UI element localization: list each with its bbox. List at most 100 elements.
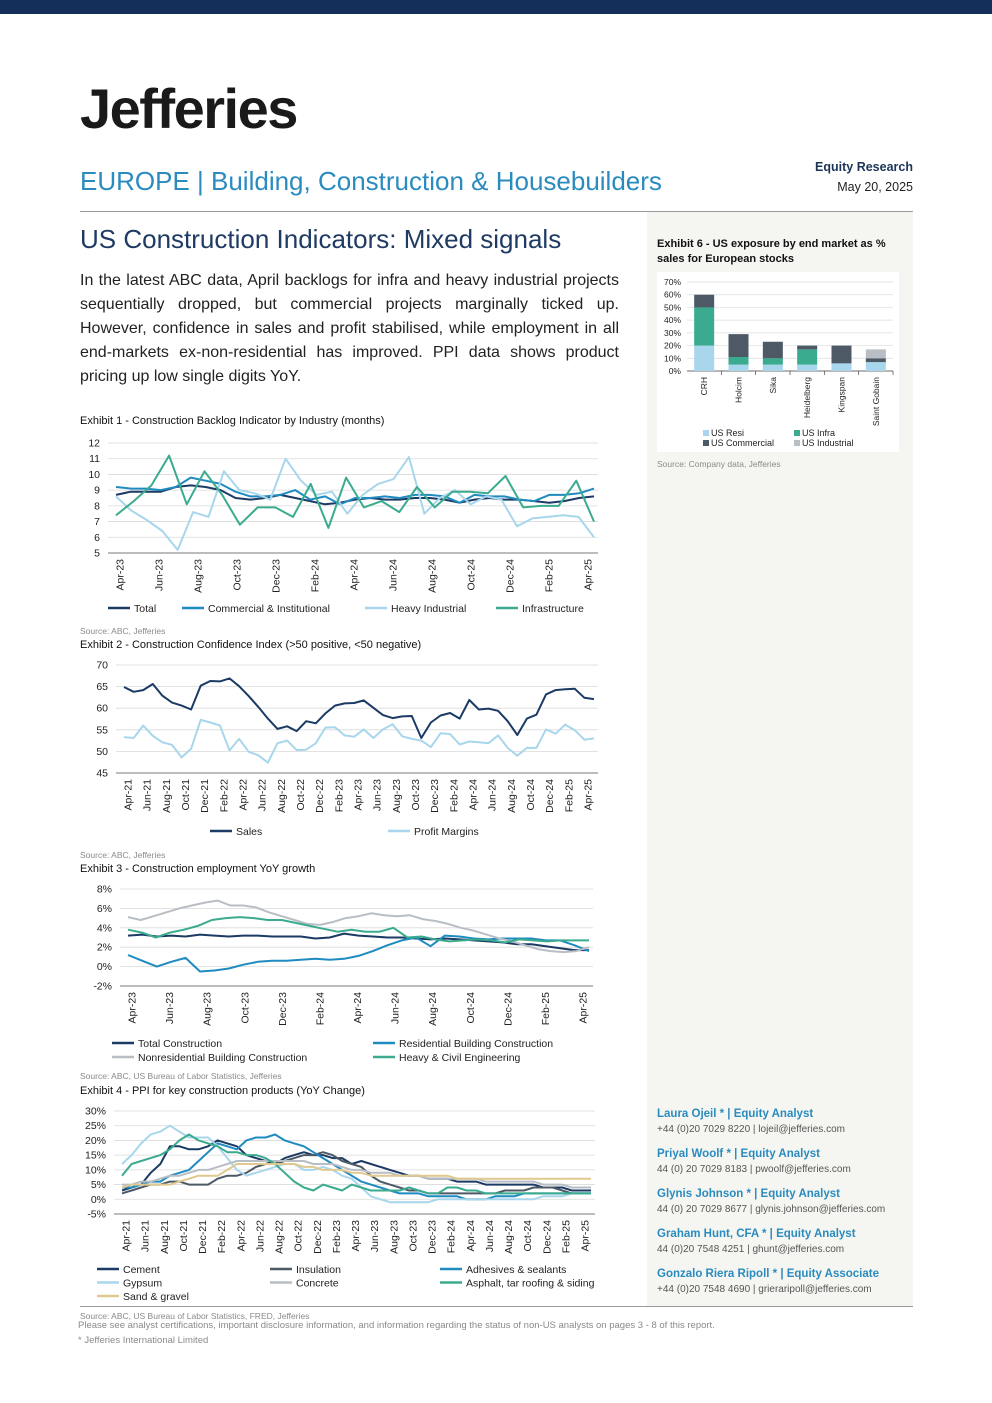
analyst-contact[interactable]: 44 (0) 20 7029 8677 | glynis.johnson@jef… bbox=[657, 1204, 886, 1215]
legend-label: Sand & gravel bbox=[123, 1291, 189, 1303]
series-line bbox=[121, 1124, 591, 1204]
analyst-name[interactable]: Graham Hunt, CFA * | Equity Analyst bbox=[657, 1228, 856, 1240]
bar-segment bbox=[797, 345, 818, 350]
legend-swatch bbox=[794, 440, 800, 446]
x-tick-label: Dec-23 bbox=[427, 1220, 439, 1254]
legend-label: Sales bbox=[236, 826, 262, 838]
y-tick-label: 0% bbox=[669, 366, 682, 376]
y-tick-label: 15% bbox=[85, 1150, 106, 1162]
y-tick-label: 11 bbox=[89, 453, 100, 465]
x-tick-label: Oct-24 bbox=[465, 992, 477, 1024]
legend-swatch bbox=[703, 430, 709, 436]
x-tick-label: Dec-23 bbox=[429, 779, 441, 813]
exhibit-6-source: Source: Company data, Jefferies bbox=[657, 459, 781, 469]
legend-label: Gypsum bbox=[123, 1277, 162, 1289]
x-tick-label: Feb-24 bbox=[448, 779, 460, 812]
y-tick-label: 10% bbox=[85, 1164, 106, 1176]
y-tick-label: 10 bbox=[88, 469, 100, 481]
analyst-contact[interactable]: 44 (0) 20 7029 8183 | pwoolf@jefferies.c… bbox=[657, 1164, 851, 1175]
x-tick-label: Dec-23 bbox=[271, 559, 283, 593]
x-tick-label: Oct-22 bbox=[295, 779, 307, 811]
x-tick-label: Oct-21 bbox=[180, 779, 192, 811]
y-tick-label: 30% bbox=[85, 1106, 106, 1118]
exhibit-6-title: Exhibit 6 - US exposure by end market as… bbox=[657, 238, 886, 265]
exhibit-6-svg: 0% 10% 20% 30% 40% 50% 60% 70% CRH Holcim Sika Heid… bbox=[657, 272, 899, 452]
exhibit-3-source: Source: ABC, US Bureau of Labor Statisti… bbox=[80, 1071, 282, 1081]
x-tick-label: Feb-23 bbox=[331, 1220, 343, 1253]
x-tick-label: Sika bbox=[768, 377, 778, 394]
x-tick-label: Feb-24 bbox=[446, 1220, 458, 1253]
x-tick-label: Oct-23 bbox=[410, 779, 422, 811]
x-tick-label: Jun-23 bbox=[369, 1220, 381, 1252]
x-tick-label: Feb-23 bbox=[333, 779, 345, 812]
x-tick-label: Dec-21 bbox=[197, 1220, 209, 1254]
x-tick-label: Oct-23 bbox=[239, 992, 251, 1024]
report-date: May 20, 2025 bbox=[837, 180, 913, 194]
series-line bbox=[121, 1139, 591, 1192]
y-tick-label: 8 bbox=[94, 500, 100, 512]
analyst-entry: Graham Hunt, CFA * | Equity Analyst 44 (… bbox=[657, 1228, 907, 1268]
exhibit-1-chart: 5 6 7 8 9 10 11 12 Apr-23 Jun-23 Aug-23 Oct-23 Dec-2… bbox=[80, 431, 605, 630]
x-tick-label: Jun-23 bbox=[154, 559, 166, 591]
bar-segment bbox=[865, 349, 886, 359]
analyst-entry: Priyal Woolf * | Equity Analyst 44 (0) 2… bbox=[657, 1148, 907, 1188]
x-tick-label: Jun-24 bbox=[484, 1220, 496, 1252]
x-tick-label: Aug-21 bbox=[161, 779, 173, 813]
x-tick-label: Apr-24 bbox=[465, 1220, 477, 1252]
x-tick-label: Heidelberg bbox=[802, 377, 812, 418]
analyst-name[interactable]: Glynis Johnson * | Equity Analyst bbox=[657, 1188, 840, 1200]
x-tick-label: Apr-23 bbox=[127, 992, 139, 1024]
legend-label: US Resi bbox=[711, 428, 744, 438]
analyst-entry: Laura Ojeil * | Equity Analyst +44 (0)20… bbox=[657, 1108, 907, 1148]
analyst-contact[interactable]: +44 (0)20 7029 8220 | lojeil@jefferies.c… bbox=[657, 1124, 845, 1135]
top-brand-bar bbox=[0, 0, 992, 14]
exhibit-4-title: Exhibit 4 - PPI for key construction pro… bbox=[80, 1085, 365, 1097]
y-tick-label: 9 bbox=[94, 485, 100, 497]
legend-label: Residential Building Construction bbox=[399, 1038, 553, 1050]
bar-segment bbox=[831, 363, 852, 371]
y-tick-label: -2% bbox=[93, 981, 112, 993]
legend-label: US Industrial bbox=[802, 438, 854, 448]
series-line bbox=[122, 1160, 591, 1189]
bar-segment bbox=[865, 358, 886, 363]
legend-label: Concrete bbox=[296, 1277, 339, 1289]
x-tick-label: Aug-24 bbox=[427, 992, 439, 1026]
x-tick-label: Oct-21 bbox=[178, 1220, 190, 1252]
x-tick-label: Jun-24 bbox=[388, 559, 400, 591]
analyst-name[interactable]: Priyal Woolf * | Equity Analyst bbox=[657, 1148, 820, 1160]
x-tick-label: Holcim bbox=[734, 377, 744, 403]
bar-segment bbox=[797, 349, 818, 365]
bar-segment bbox=[831, 345, 852, 364]
x-tick-label: Feb-22 bbox=[216, 1220, 228, 1253]
x-tick-label: Aug-23 bbox=[202, 992, 214, 1026]
y-tick-label: 60 bbox=[96, 703, 108, 715]
y-tick-label: 0% bbox=[91, 1194, 106, 1206]
legend-label: Commercial & Institutional bbox=[208, 603, 330, 615]
y-tick-label: 2% bbox=[97, 942, 112, 954]
exhibit-4-source: Source: ABC, US Bureau of Labor Statisti… bbox=[80, 1311, 310, 1321]
exhibit-2-chart: 45 50 55 60 65 70 Apr-21 Jun-21 Aug-21 Oct-21 Dec-… bbox=[80, 656, 605, 849]
bar-segment bbox=[694, 294, 715, 308]
x-tick-label: Aug-24 bbox=[503, 1220, 515, 1254]
series-line bbox=[121, 1133, 591, 1195]
x-tick-label: Apr-22 bbox=[238, 779, 250, 811]
x-tick-label: Jun-21 bbox=[142, 779, 154, 811]
analyst-contact[interactable]: 44 (0)20 7548 4251 | ghunt@jefferies.com bbox=[657, 1244, 845, 1255]
analyst-contact[interactable]: +44 (0)20 7548 4690 | grieraripoll@jeffe… bbox=[657, 1284, 872, 1295]
analyst-name[interactable]: Laura Ojeil * | Equity Analyst bbox=[657, 1108, 814, 1120]
y-tick-label: 45 bbox=[96, 768, 108, 780]
exhibit-3-svg: -2% 0% 2% 4% 6% 8% Apr-23 Jun-23 Aug-23 Oct-23 Dec… bbox=[93, 884, 593, 1064]
x-tick-label: Feb-22 bbox=[218, 779, 230, 812]
y-tick-label: 8% bbox=[97, 884, 112, 896]
x-tick-label: Oct-24 bbox=[525, 779, 537, 811]
analyst-entry: Gonzalo Riera Ripoll * | Equity Associat… bbox=[657, 1268, 907, 1308]
x-tick-label: Dec-24 bbox=[541, 1220, 553, 1254]
bar-segment bbox=[694, 307, 715, 346]
x-tick-label: Feb-24 bbox=[314, 992, 326, 1025]
bar-segment bbox=[865, 362, 886, 371]
disclaimer-text[interactable]: Please see analyst certifications, impor… bbox=[78, 1320, 715, 1331]
x-tick-label: Apr-24 bbox=[349, 559, 361, 591]
exhibit-2-title: Exhibit 2 - Construction Confidence Inde… bbox=[80, 639, 422, 651]
analyst-name[interactable]: Gonzalo Riera Ripoll * | Equity Associat… bbox=[657, 1268, 879, 1280]
x-tick-label: Aug-22 bbox=[274, 1220, 286, 1254]
